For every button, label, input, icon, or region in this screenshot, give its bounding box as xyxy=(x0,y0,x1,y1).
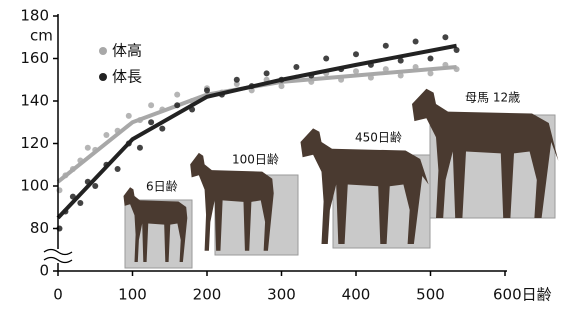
y-axis-label: cm xyxy=(30,27,53,45)
x-tick-label: 0 xyxy=(53,286,63,304)
legend-label: 体高 xyxy=(112,42,142,60)
data-point xyxy=(323,56,329,62)
data-point xyxy=(85,145,91,151)
data-point xyxy=(159,126,165,132)
data-point xyxy=(234,77,240,83)
data-point xyxy=(174,92,180,98)
data-point xyxy=(115,166,121,172)
y-tick-label: 120 xyxy=(20,134,49,152)
data-point xyxy=(293,64,299,70)
legend-marker xyxy=(99,73,107,81)
annotation: 100日齢 xyxy=(232,152,279,167)
x-tick-label: 400 xyxy=(342,286,371,304)
y-tick-label: 140 xyxy=(20,92,49,110)
x-tick-label: 200 xyxy=(193,286,222,304)
data-point xyxy=(126,113,132,119)
data-point xyxy=(428,56,434,62)
y-tick-label: 180 xyxy=(20,7,49,25)
legend-label: 体長 xyxy=(112,68,142,86)
y-tick-label: 80 xyxy=(30,219,49,237)
annotation: 母馬 12歳 xyxy=(465,91,520,105)
data-point xyxy=(204,87,210,93)
data-point xyxy=(383,43,389,49)
data-point xyxy=(148,119,154,125)
annotation: 6日齢 xyxy=(146,179,178,194)
data-point xyxy=(174,102,180,108)
x-tick-label: 300 xyxy=(267,286,296,304)
data-point xyxy=(442,34,448,40)
x-tick-label: 500 xyxy=(416,286,445,304)
data-point xyxy=(137,145,143,151)
data-point xyxy=(148,102,154,108)
x-tick-label: 600日齢 xyxy=(493,286,552,304)
horse-photos xyxy=(124,89,559,268)
annotation: 450日齢 xyxy=(355,130,402,145)
data-point xyxy=(264,70,270,76)
legend-marker xyxy=(99,47,107,55)
y-tick-label: 0 xyxy=(39,262,49,280)
x-tick-label: 100 xyxy=(118,286,147,304)
data-point xyxy=(413,39,419,45)
data-point xyxy=(92,183,98,189)
y-tick-label: 160 xyxy=(20,49,49,67)
data-point xyxy=(77,200,83,206)
data-point xyxy=(103,132,109,138)
y-tick-label: 100 xyxy=(20,177,49,195)
chart: cm 6日齢 100日齢 450日齢 母馬 12歳 0 80 100 120 140 16… xyxy=(0,0,568,309)
data-point xyxy=(353,51,359,57)
